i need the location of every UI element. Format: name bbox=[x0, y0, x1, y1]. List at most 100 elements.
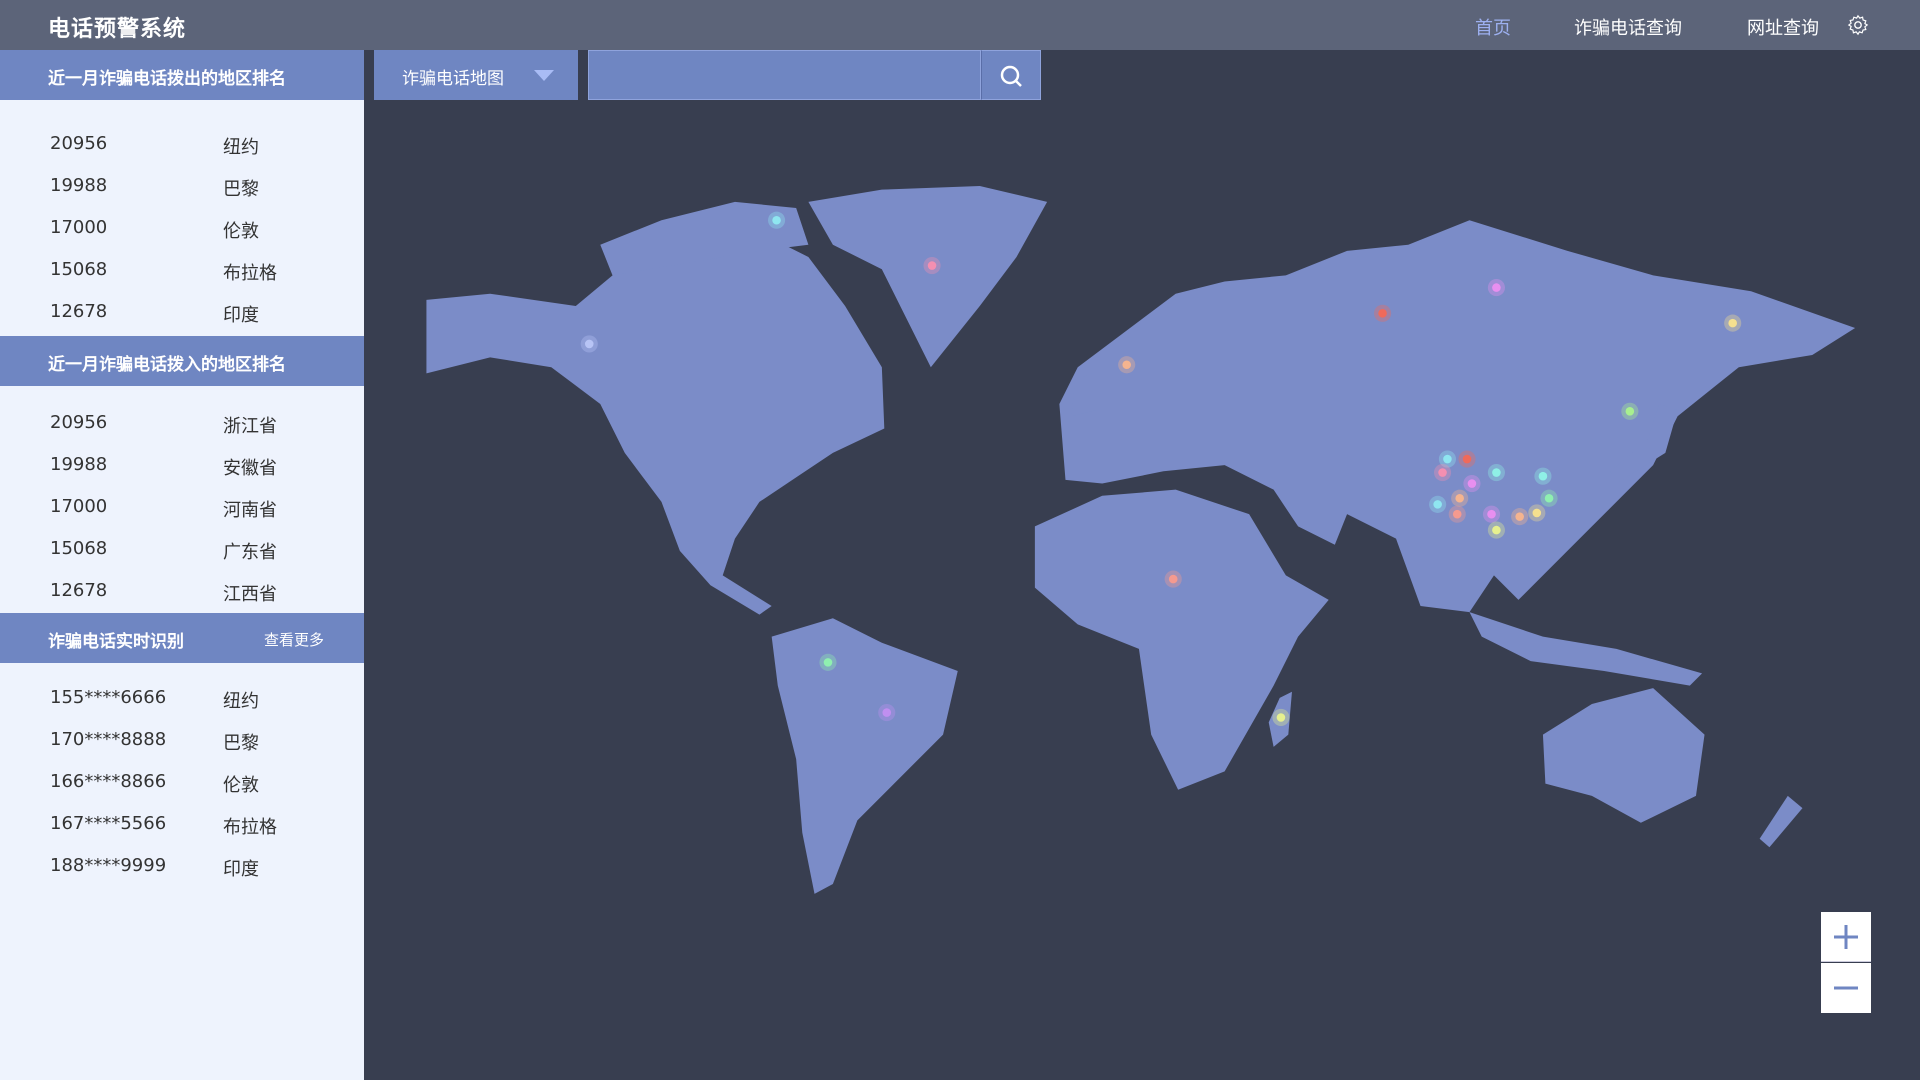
eurasia bbox=[1059, 220, 1856, 613]
south-america bbox=[771, 618, 958, 894]
row-count: 20956 bbox=[50, 133, 108, 154]
map-marker[interactable] bbox=[1492, 283, 1501, 292]
incoming-row[interactable]: 19988 安徽省 bbox=[0, 444, 364, 486]
map-marker[interactable] bbox=[584, 339, 594, 349]
row-region: 伦敦 bbox=[223, 775, 259, 796]
app-title: 电话预警系统 bbox=[48, 17, 187, 42]
row-region: 印度 bbox=[223, 859, 259, 880]
row-count: 15068 bbox=[50, 259, 108, 280]
row-count: 19988 bbox=[50, 175, 108, 196]
sidebar: 近一月诈骗电话拨出的地区排名 20956 纽约 19988 巴黎 17000 伦敦 1506… bbox=[0, 50, 364, 1080]
map-marker[interactable] bbox=[1492, 525, 1501, 535]
map-marker[interactable] bbox=[823, 658, 833, 667]
realtime-title: 诈骗电话实时识别 查看更多 bbox=[0, 613, 364, 663]
realtime-row[interactable]: 170****8888 巴黎 bbox=[0, 719, 364, 761]
map-marker[interactable] bbox=[1625, 407, 1635, 416]
map-type-dropdown[interactable]: 诈骗电话地图 bbox=[374, 50, 578, 100]
realtime-row[interactable]: 166****8866 伦敦 bbox=[0, 761, 364, 803]
map-marker[interactable] bbox=[927, 261, 937, 270]
row-number: 170****8888 bbox=[50, 729, 167, 750]
map-marker[interactable] bbox=[1276, 713, 1286, 722]
row-region: 浙江省 bbox=[223, 416, 277, 437]
map-marker[interactable] bbox=[1455, 493, 1464, 503]
row-count: 20956 bbox=[50, 412, 108, 433]
row-count: 15068 bbox=[50, 538, 108, 559]
realtime-row[interactable]: 167****5566 布拉格 bbox=[0, 803, 364, 845]
north-america bbox=[426, 232, 885, 615]
outgoing-row[interactable]: 19988 巴黎 bbox=[0, 165, 364, 207]
row-region: 江西省 bbox=[223, 584, 277, 605]
row-region: 纽约 bbox=[223, 691, 259, 712]
new-zealand bbox=[1759, 795, 1803, 848]
minus-icon bbox=[1834, 986, 1858, 990]
row-region: 安徽省 bbox=[223, 458, 277, 479]
outgoing-ranking-title: 近一月诈骗电话拨出的地区排名 bbox=[0, 50, 364, 100]
greenland bbox=[808, 185, 1048, 368]
map-marker[interactable] bbox=[1378, 309, 1387, 318]
map-marker[interactable] bbox=[1122, 360, 1131, 370]
world-map[interactable] bbox=[364, 50, 1920, 1080]
map-marker[interactable] bbox=[1462, 454, 1472, 464]
row-region: 巴黎 bbox=[223, 179, 259, 200]
incoming-row[interactable]: 20956 浙江省 bbox=[0, 402, 364, 444]
plus-icon bbox=[1834, 925, 1858, 949]
map-marker[interactable] bbox=[1433, 500, 1442, 509]
dropdown-value: 诈骗电话地图 bbox=[402, 69, 504, 89]
row-count: 12678 bbox=[50, 301, 108, 322]
row-count: 17000 bbox=[50, 217, 108, 238]
row-region: 河南省 bbox=[223, 500, 277, 521]
map-marker[interactable] bbox=[1538, 471, 1548, 481]
map-marker[interactable] bbox=[1544, 493, 1554, 503]
view-more-link[interactable]: 查看更多 bbox=[263, 631, 324, 649]
realtime-row[interactable]: 155****6666 纽约 bbox=[0, 677, 364, 719]
row-count: 12678 bbox=[50, 580, 108, 601]
chevron-down-icon bbox=[534, 70, 554, 81]
outgoing-row[interactable]: 17000 伦敦 bbox=[0, 207, 364, 249]
uk bbox=[1071, 373, 1097, 417]
map-marker[interactable] bbox=[772, 215, 781, 225]
map-marker[interactable] bbox=[1467, 479, 1477, 488]
map-marker[interactable] bbox=[1515, 512, 1524, 521]
outgoing-row[interactable]: 12678 印度 bbox=[0, 291, 364, 333]
incoming-ranking-title: 近一月诈骗电话拨入的地区排名 bbox=[0, 336, 364, 386]
realtime-row[interactable]: 188****9999 印度 bbox=[0, 845, 364, 887]
gear-icon[interactable] bbox=[1847, 14, 1869, 36]
row-region: 巴黎 bbox=[223, 733, 259, 754]
markers bbox=[580, 211, 1742, 727]
map-marker[interactable] bbox=[1443, 454, 1452, 464]
map-marker[interactable] bbox=[1532, 508, 1542, 518]
search-input[interactable] bbox=[588, 50, 981, 100]
row-number: 166****8866 bbox=[50, 771, 167, 792]
outgoing-row[interactable]: 20956 纽约 bbox=[0, 123, 364, 165]
map-marker[interactable] bbox=[1728, 318, 1737, 328]
land bbox=[426, 185, 1856, 894]
japan bbox=[1610, 403, 1678, 484]
row-count: 17000 bbox=[50, 496, 108, 517]
nav-home[interactable]: 首页 bbox=[1475, 18, 1511, 39]
canada-islands bbox=[600, 201, 809, 276]
indonesia bbox=[1469, 612, 1703, 686]
row-number: 155****6666 bbox=[50, 687, 167, 708]
outgoing-row[interactable]: 15068 布拉格 bbox=[0, 249, 364, 291]
map-marker[interactable] bbox=[1168, 574, 1178, 584]
map-marker[interactable] bbox=[1452, 509, 1462, 519]
zoom-out-button[interactable] bbox=[1821, 963, 1871, 1013]
incoming-row[interactable]: 15068 广东省 bbox=[0, 528, 364, 570]
row-number: 167****5566 bbox=[50, 813, 167, 834]
map-marker[interactable] bbox=[1492, 468, 1501, 477]
row-region: 伦敦 bbox=[223, 221, 259, 242]
nav-phone-query[interactable]: 诈骗电话查询 bbox=[1574, 18, 1682, 39]
australia bbox=[1542, 688, 1705, 823]
search-button[interactable] bbox=[981, 50, 1041, 100]
nav-url-query[interactable]: 网址查询 bbox=[1747, 18, 1819, 39]
row-region: 纽约 bbox=[223, 137, 259, 158]
incoming-row[interactable]: 17000 河南省 bbox=[0, 486, 364, 528]
row-number: 188****9999 bbox=[50, 855, 167, 876]
map-marker[interactable] bbox=[1438, 468, 1447, 477]
map-marker[interactable] bbox=[1487, 509, 1496, 519]
zoom-in-button[interactable] bbox=[1821, 912, 1871, 962]
map-marker[interactable] bbox=[882, 708, 892, 717]
row-region: 布拉格 bbox=[223, 817, 277, 838]
incoming-row[interactable]: 12678 江西省 bbox=[0, 570, 364, 612]
row-region: 印度 bbox=[223, 305, 259, 326]
